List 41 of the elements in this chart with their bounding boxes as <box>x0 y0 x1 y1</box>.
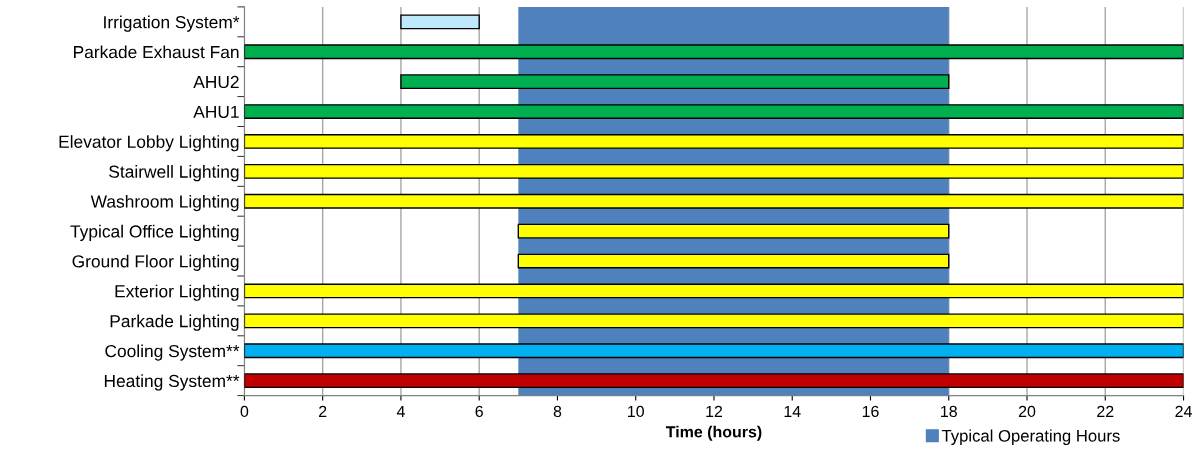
y-tick-label: Parkade Exhaust Fan <box>74 45 239 59</box>
bar <box>244 343 1184 359</box>
y-tick-label: Elevator Lobby Lighting <box>59 135 239 152</box>
x-tick-label: 4 <box>396 405 405 417</box>
y-tick-label: Typical Office Lighting <box>70 224 239 242</box>
legend-label: Typical Operating Hours <box>941 429 1120 445</box>
x-tick-label: 6 <box>475 405 483 418</box>
bar <box>400 14 480 30</box>
y-tick-label: Ground Floor Lighting <box>72 254 239 271</box>
x-tick-label: 10 <box>628 405 644 418</box>
y-tick-label: Parkade Lighting <box>110 314 239 331</box>
y-tick-label: Exterior Lighting <box>115 284 239 301</box>
bar <box>244 373 1184 389</box>
x-tick-label: 0 <box>240 405 249 418</box>
x-tick-label: 18 <box>941 405 957 418</box>
bar <box>244 134 1184 149</box>
x-axis-title: Time (hours) <box>665 425 762 441</box>
bar <box>244 283 1184 299</box>
bar <box>244 104 1184 119</box>
x-tick-label: 16 <box>862 405 879 418</box>
bar <box>517 223 950 239</box>
bar <box>244 193 1184 209</box>
x-tick-label: 14 <box>784 405 801 417</box>
bar <box>244 44 1184 60</box>
y-tick-label: Irrigation System* <box>104 15 240 32</box>
bar <box>400 74 950 90</box>
x-tick-label: 22 <box>1097 405 1114 417</box>
bar <box>244 313 1184 329</box>
y-tick-label: Heating System** <box>104 374 240 391</box>
y-tick-label: AHU1 <box>193 105 239 119</box>
x-tick-label: 2 <box>319 405 327 417</box>
x-tick-label: 20 <box>1018 405 1036 418</box>
y-tick-label: Cooling System** <box>105 344 240 361</box>
y-tick-label: Washroom Lighting <box>90 194 239 212</box>
x-tick-label: 12 <box>706 405 723 417</box>
x-tick-label: 24 <box>1175 405 1192 417</box>
y-tick-label: AHU2 <box>193 75 239 89</box>
x-tick-label: 8 <box>553 405 562 418</box>
y-tick-label: Stairwell Lighting <box>109 165 239 182</box>
bar <box>244 163 1184 179</box>
bar <box>517 253 950 269</box>
